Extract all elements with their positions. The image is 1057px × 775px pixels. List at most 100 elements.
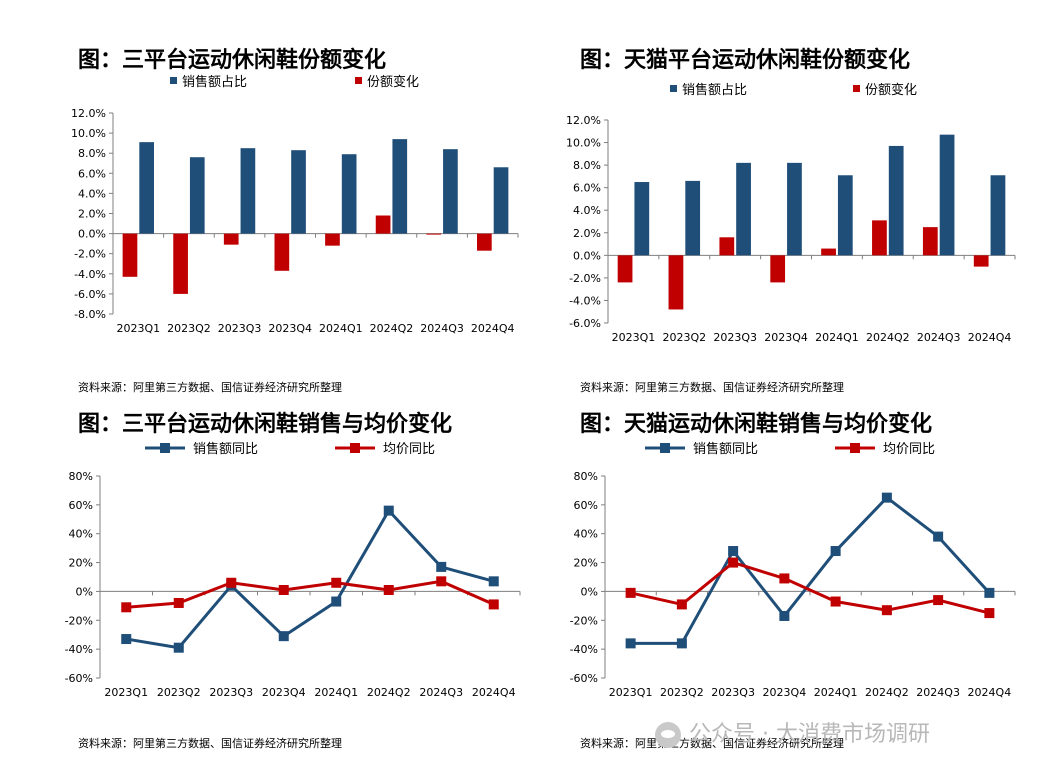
chart4-legend-marker — [850, 443, 860, 453]
chart2-y-tick-label: 4.0% — [573, 204, 601, 217]
chart4-marker-price-yoy — [728, 557, 739, 568]
chart3-marker-sales-yoy — [331, 596, 342, 607]
chart4-y-tick-label: -20% — [570, 614, 598, 627]
chart3-marker-price-yoy — [173, 597, 184, 608]
chart1-bar-sales-share — [493, 167, 509, 234]
chart3-marker-sales-yoy — [173, 642, 184, 653]
chart1-bar-sales-share — [139, 142, 154, 234]
chart3-marker-price-yoy — [121, 602, 132, 613]
chart2-category-label: 2024Q4 — [968, 331, 1012, 344]
chart2-y-tick-label: 0.0% — [573, 249, 601, 262]
chart4-legend-label: 均价同比 — [883, 442, 935, 457]
chart4-marker-sales-yoy — [830, 546, 841, 557]
chart3-category-label: 2023Q2 — [157, 686, 201, 699]
chart2-category-label: 2024Q3 — [917, 331, 961, 344]
chart4-y-tick-label: 60% — [574, 499, 598, 512]
chart4-y-tick-label: 80% — [574, 470, 598, 483]
chart4-marker-price-yoy — [830, 596, 841, 607]
chart3-marker-sales-yoy — [488, 576, 499, 587]
chart3-category-label: 2024Q1 — [314, 686, 358, 699]
chart3-legend-marker — [350, 443, 360, 453]
chart3-category-label: 2023Q4 — [262, 686, 306, 699]
chart2-y-tick-label: -4.0% — [569, 294, 601, 307]
chart2-category-label: 2024Q1 — [815, 331, 859, 344]
chart3-y-tick-label: 80% — [69, 470, 93, 483]
chart3-y-tick-label: -40% — [65, 643, 93, 656]
chart1-bar-share-change — [477, 233, 492, 251]
chart3-marker-price-yoy — [436, 576, 447, 587]
chart1-y-tick-label: 0.0% — [78, 228, 106, 241]
chart1-bar-share-change — [122, 233, 138, 277]
chart4-marker-sales-yoy — [984, 587, 995, 598]
chart3-y-tick-label: 40% — [69, 528, 93, 541]
chart1-category-label: 2023Q4 — [268, 322, 312, 335]
chart1-legend-label: 份额变化 — [367, 74, 419, 90]
chart2-bar-share-change — [973, 255, 989, 267]
chart4-title: 图：天猫运动休闲鞋销售与均价变化 — [580, 412, 933, 437]
chart1-three-platform-share: 12.0% 10.0% 8.0% 6.0% 4.0% 2.0% 0.0% -2.0% -4.0%… — [71, 74, 519, 335]
chart1-legend-swatch — [355, 77, 362, 84]
chart4-marker-sales-yoy — [881, 492, 892, 503]
chart3-legend-label: 销售额同比 — [193, 441, 258, 457]
chart4-y-tick-label: 40% — [574, 528, 598, 541]
chart3-category-label: 2024Q3 — [419, 686, 463, 699]
chart4-marker-price-yoy — [881, 605, 892, 616]
wechat-icon — [655, 722, 681, 748]
chart2-bar-sales-share — [736, 162, 751, 256]
chart2-bar-share-change — [668, 255, 684, 310]
chart4-marker-sales-yoy — [676, 638, 687, 649]
chart3-line-price-yoy — [126, 579, 495, 609]
chart1-y-tick-label: -6.0% — [74, 288, 106, 301]
chart2-y-tick-label: -2.0% — [569, 272, 601, 285]
chart1-title: 图：三平台运动休闲鞋份额变化 — [78, 48, 387, 73]
chart1-y-tick-label: 10.0% — [71, 127, 106, 140]
chart2-bar-sales-share — [685, 180, 701, 256]
chart1-bar-sales-share — [189, 157, 205, 234]
chart1-bar-share-change — [173, 233, 188, 294]
chart1-bar-sales-share — [443, 149, 458, 234]
chart2-source: 资料来源：阿里第三方数据、国信证券经济研究所整理 — [580, 381, 844, 394]
chart4-category-label: 2023Q4 — [763, 686, 807, 699]
chart4-marker-price-yoy — [933, 595, 944, 606]
chart2-bar-sales-share — [939, 134, 955, 256]
chart2-legend-swatch — [853, 85, 860, 92]
chart3-marker-sales-yoy — [121, 634, 132, 645]
chart1-category-label: 2023Q1 — [116, 322, 160, 335]
chart4-y-tick-label: 0% — [581, 585, 598, 598]
watermark-text: 公众号 · 大消费市场调研 — [689, 722, 930, 747]
chart4-category-label: 2023Q2 — [660, 686, 704, 699]
chart1-bar-sales-share — [240, 148, 256, 234]
chart2-category-label: 2024Q2 — [866, 331, 910, 344]
chart4-y-tick-label: -60% — [570, 672, 598, 685]
chart4-category-label: 2023Q3 — [711, 686, 755, 699]
chart2-bar-share-change — [719, 237, 735, 256]
chart4-marker-sales-yoy — [933, 531, 944, 542]
chart2-tmall-share: 12.0% 10.0% 8.0% 6.0% 4.0% 2.0% 0.0% -2.0% -4.0%… — [566, 82, 1016, 344]
chart1-y-tick-label: -4.0% — [74, 268, 106, 281]
chart3-marker-sales-yoy — [383, 505, 394, 516]
chart3-legend-label: 均价同比 — [383, 442, 435, 457]
chart4-legend-marker — [660, 443, 670, 453]
chart2-bar-sales-share — [787, 162, 802, 256]
chart3-y-tick-label: 20% — [69, 557, 93, 570]
chart4-line-sales-yoy — [630, 495, 991, 645]
chart1-legend-swatch — [170, 77, 177, 84]
chart1-category-label: 2023Q3 — [218, 322, 262, 335]
chart3-source: 资料来源：阿里第三方数据、国信证券经济研究所整理 — [78, 737, 342, 750]
chart3-y-tick-label: 0% — [76, 585, 93, 598]
chart1-y-tick-label: -8.0% — [74, 308, 106, 321]
chart2-category-label: 2023Q2 — [662, 331, 706, 344]
chart3-line-sales-yoy — [126, 508, 495, 650]
chart4-y-tick-label: 20% — [574, 557, 598, 570]
chart2-y-tick-label: 2.0% — [573, 227, 601, 240]
chart1-y-tick-label: 2.0% — [78, 208, 106, 221]
chart4-legend-label: 销售额同比 — [693, 441, 758, 457]
chart1-category-label: 2024Q2 — [370, 322, 414, 335]
chart4-category-label: 2024Q1 — [814, 686, 858, 699]
chart1-y-tick-label: 8.0% — [78, 147, 106, 160]
chart4-marker-price-yoy — [625, 587, 636, 598]
chart4-y-tick-label: -40% — [570, 643, 598, 656]
chart3-category-label: 2024Q4 — [472, 686, 516, 699]
chart1-bar-share-change — [223, 233, 239, 245]
chart3-y-tick-label: -20% — [65, 614, 93, 627]
